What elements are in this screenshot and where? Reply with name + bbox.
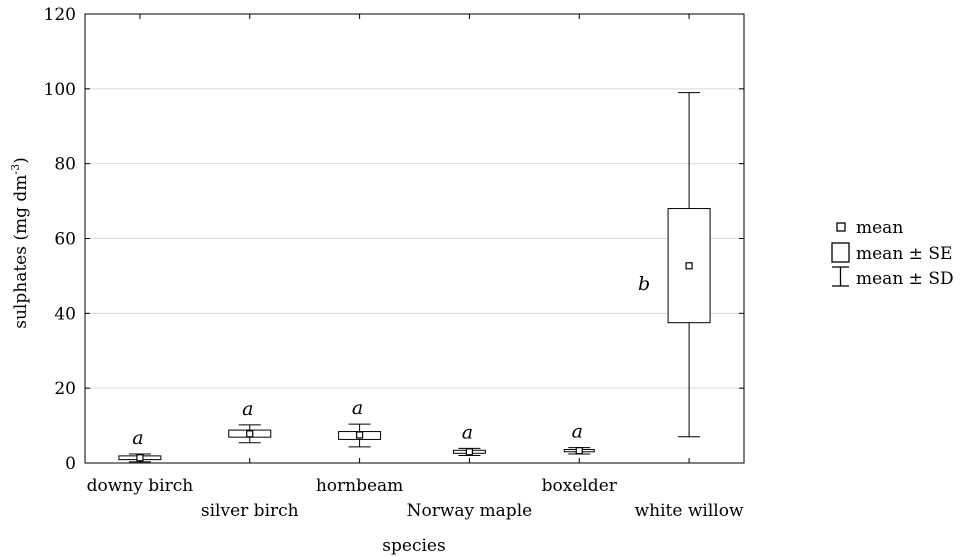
- group-label-boxelder: a: [572, 421, 583, 443]
- chart-marks: a a a a a b: [118, 92, 711, 463]
- box-white-willow: b: [638, 92, 711, 438]
- legend-sd-symbol: [832, 266, 849, 287]
- y-tick-label-120: 120: [44, 5, 76, 25]
- y-axis-title: sulphates (mg dm-3): [9, 157, 31, 329]
- y-axis-title-close: ): [11, 157, 31, 164]
- x-axis-title: species: [382, 536, 445, 556]
- legend-se-symbol: [831, 242, 850, 263]
- x-label-hornbeam: hornbeam: [316, 476, 403, 496]
- gridlines: [85, 88, 744, 389]
- box-boxelder: a: [563, 421, 595, 455]
- group-label-white-willow: b: [638, 273, 650, 295]
- box-downy-birch: a: [118, 427, 162, 463]
- legend-mean-label: mean: [856, 218, 903, 238]
- y-tick-label-40: 40: [54, 304, 76, 324]
- y-axis: 0 20 40 60 80 100 120: [44, 5, 744, 474]
- box-silver-birch: a: [228, 398, 272, 444]
- box-hornbeam: a: [338, 397, 382, 448]
- mean-point-white-willow: [685, 262, 693, 270]
- x-label-silver-birch: silver birch: [201, 501, 299, 521]
- box-norway-maple: a: [452, 421, 486, 457]
- x-label-boxelder: boxelder: [542, 476, 618, 496]
- group-label-downy-birch: a: [132, 427, 143, 449]
- legend-sd-label: mean ± SD: [856, 269, 954, 289]
- x-label-norway-maple: Norway maple: [407, 501, 533, 521]
- y-axis-title-sup: -3: [9, 164, 22, 175]
- mean-point-silver-birch: [246, 430, 254, 438]
- legend-se-label: mean ± SE: [856, 244, 952, 264]
- x-label-downy-birch: downy birch: [87, 476, 194, 496]
- mean-point-downy-birch: [136, 454, 144, 462]
- group-label-norway-maple: a: [462, 421, 473, 443]
- y-tick-label-80: 80: [54, 155, 76, 175]
- y-axis-title-main: sulphates (mg dm: [11, 175, 31, 329]
- mean-point-hornbeam: [355, 431, 364, 439]
- y-tick-label-20: 20: [54, 379, 76, 399]
- mean-point-norway-maple: [465, 448, 474, 456]
- y-tick-label-60: 60: [54, 230, 76, 250]
- mean-point-boxelder: [575, 447, 583, 455]
- legend-mean-symbol: [836, 222, 846, 232]
- group-label-hornbeam: a: [352, 397, 363, 419]
- y-tick-label-100: 100: [44, 80, 76, 100]
- group-label-silver-birch: a: [242, 398, 253, 420]
- y-tick-label-0: 0: [65, 454, 76, 474]
- legend: mean mean ± SE mean ± SD: [831, 218, 954, 289]
- x-label-white-willow: white willow: [635, 501, 744, 521]
